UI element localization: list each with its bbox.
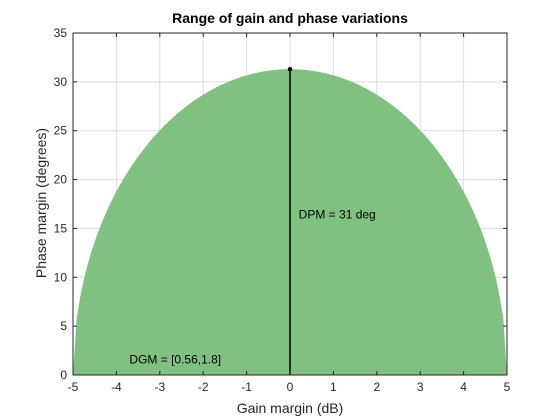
peak-marker — [287, 66, 293, 72]
x-tick-label: 2 — [373, 380, 380, 394]
y-tick-label: 0 — [60, 368, 67, 382]
y-tick-label: 30 — [54, 75, 68, 89]
x-tick-label: -1 — [241, 380, 252, 394]
annotations: DPM = 31 deg DGM = [0.56,1.8] — [129, 208, 375, 367]
axis-ticks: -5 -4 -3 -2 -1 0 1 2 3 4 5 0 5 10 15 20 25 30 35 — [54, 26, 511, 394]
x-tick-label: 5 — [504, 380, 511, 394]
x-tick-label: 0 — [287, 380, 294, 394]
x-tick-label: -3 — [154, 380, 165, 394]
y-tick-label: 15 — [54, 221, 68, 235]
chart-title: Range of gain and phase variations — [172, 10, 408, 26]
x-tick-label: 4 — [460, 380, 467, 394]
y-tick-label: 20 — [54, 173, 68, 187]
y-tick-label: 35 — [54, 26, 68, 40]
y-tick-label: 25 — [54, 124, 68, 138]
annotation-label: DPM = 31 deg — [299, 208, 376, 222]
x-tick-label: -4 — [111, 380, 122, 394]
x-tick-label: 3 — [417, 380, 424, 394]
x-tick-label: 1 — [330, 380, 337, 394]
y-tick-label: 5 — [60, 319, 67, 333]
x-tick-label: -5 — [68, 380, 79, 394]
x-tick-label: -2 — [198, 380, 209, 394]
annotation-label: DGM = [0.56,1.8] — [129, 352, 221, 366]
y-tick-label: 10 — [54, 270, 68, 284]
x-axis-label: Gain margin (dB) — [237, 400, 344, 416]
y-axis-label: Phase margin (degrees) — [33, 128, 49, 278]
